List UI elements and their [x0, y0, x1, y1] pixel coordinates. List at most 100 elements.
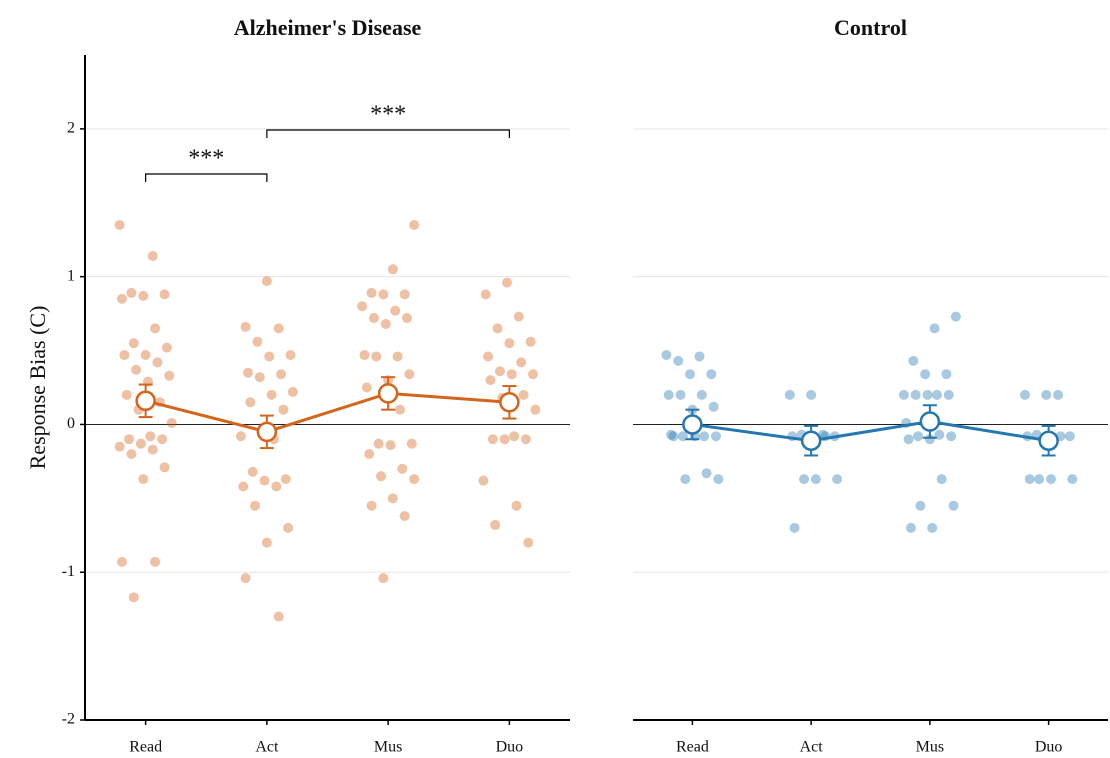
- data-point: [387, 493, 398, 504]
- data-point: [673, 355, 684, 366]
- data-point: [1019, 389, 1030, 400]
- data-point: [1041, 389, 1052, 400]
- data-point: [509, 431, 520, 442]
- mean-point: [256, 421, 278, 443]
- data-point: [908, 355, 919, 366]
- data-point: [245, 397, 256, 408]
- data-point: [943, 389, 954, 400]
- data-point: [708, 401, 719, 412]
- data-point: [927, 522, 938, 533]
- data-point: [404, 369, 415, 380]
- data-point: [494, 366, 505, 377]
- data-point: [694, 351, 705, 362]
- data-point: [485, 375, 496, 386]
- data-point: [385, 440, 396, 451]
- data-point: [924, 434, 935, 445]
- data-point: [898, 389, 909, 400]
- data-point: [138, 474, 149, 485]
- x-tick-label: Read: [676, 739, 709, 756]
- data-point: [128, 338, 139, 349]
- data-point: [150, 323, 161, 334]
- data-point: [920, 369, 931, 380]
- data-point: [264, 351, 275, 362]
- data-point: [285, 349, 296, 360]
- data-point: [516, 357, 527, 368]
- data-point: [1064, 431, 1075, 442]
- data-point: [525, 336, 536, 347]
- data-point: [378, 573, 389, 584]
- data-point: [832, 474, 843, 485]
- panel-title: Alzheimer's Disease: [234, 15, 422, 40]
- mean-point: [919, 411, 941, 432]
- significance-label: ***: [370, 102, 406, 128]
- data-point: [261, 537, 272, 548]
- data-point: [409, 219, 420, 230]
- data-point: [502, 277, 513, 288]
- data-point: [368, 313, 379, 324]
- data-point: [152, 357, 163, 368]
- data-point: [913, 431, 924, 442]
- data-point: [159, 289, 170, 300]
- data-point: [480, 289, 491, 300]
- data-point: [119, 349, 130, 360]
- y-tick-label: -2: [62, 711, 75, 728]
- data-point: [271, 481, 282, 492]
- data-point: [361, 382, 372, 393]
- data-point: [530, 404, 541, 415]
- data-point: [238, 481, 249, 492]
- data-point: [252, 336, 263, 347]
- significance-label: ***: [188, 146, 224, 172]
- data-point: [359, 349, 370, 360]
- data-point: [941, 369, 952, 380]
- data-point: [254, 372, 265, 383]
- mean-point: [499, 392, 520, 413]
- data-point: [278, 404, 289, 415]
- data-point: [166, 417, 177, 428]
- y-axis-label: Response Bias (C): [25, 306, 50, 470]
- data-point: [1034, 474, 1045, 485]
- data-point: [121, 389, 132, 400]
- data-point: [946, 431, 957, 442]
- data-point: [366, 500, 377, 511]
- data-point: [950, 311, 961, 322]
- data-point: [696, 389, 707, 400]
- data-point: [276, 369, 287, 380]
- data-point: [390, 305, 401, 316]
- data-point: [240, 321, 251, 332]
- y-tick-label: 1: [67, 267, 75, 284]
- data-point: [699, 431, 710, 442]
- data-point: [1024, 474, 1035, 485]
- mean-point: [800, 430, 822, 451]
- data-point: [528, 369, 539, 380]
- data-point: [397, 463, 408, 474]
- data-point: [259, 475, 270, 486]
- x-tick-label: Act: [255, 739, 279, 756]
- data-point: [376, 471, 387, 482]
- data-point: [131, 364, 142, 375]
- data-point: [1067, 474, 1078, 485]
- data-point: [399, 511, 410, 522]
- data-point: [799, 474, 810, 485]
- data-point: [483, 351, 494, 362]
- data-point: [915, 500, 926, 511]
- data-point: [701, 468, 712, 479]
- data-point: [387, 264, 398, 275]
- data-point: [147, 444, 158, 455]
- data-point: [135, 438, 146, 449]
- data-point: [518, 389, 529, 400]
- data-point: [235, 431, 246, 442]
- data-point: [910, 389, 921, 400]
- significance-bracket: [266, 129, 510, 138]
- mean-line: [145, 391, 510, 434]
- data-point: [280, 474, 291, 485]
- data-point: [520, 434, 531, 445]
- data-point: [287, 386, 298, 397]
- data-point: [402, 313, 413, 324]
- data-point: [399, 289, 410, 300]
- data-point: [903, 434, 914, 445]
- data-point: [492, 323, 503, 334]
- data-point: [124, 434, 135, 445]
- x-tick-label: Duo: [1035, 739, 1063, 756]
- data-point: [663, 389, 674, 400]
- data-point: [378, 289, 389, 300]
